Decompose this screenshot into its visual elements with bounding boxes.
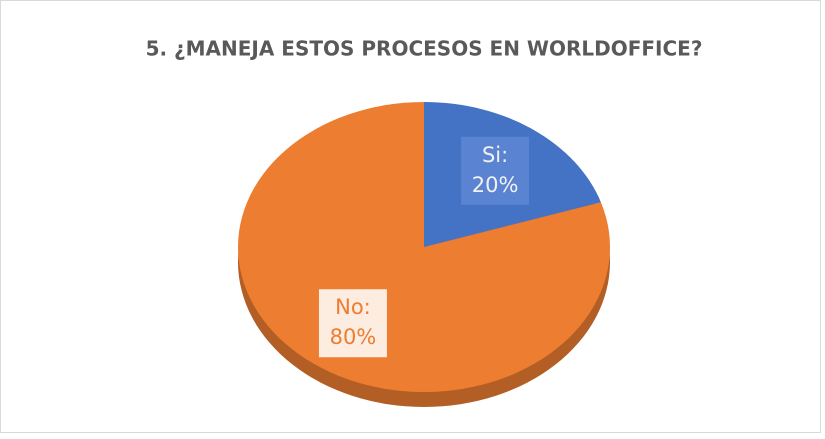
data-label-box bbox=[318, 289, 387, 358]
data-label-value: 80% bbox=[330, 325, 377, 349]
data-label-value: 20% bbox=[472, 173, 519, 197]
data-label-category: No: bbox=[335, 295, 371, 319]
data-label-category: Si: bbox=[482, 143, 508, 167]
chart-title: 5. ¿MANEJA ESTOS PROCESOS EN WORLDOFFICE… bbox=[146, 37, 703, 61]
data-label-box bbox=[461, 136, 530, 205]
data-label: No: 80% bbox=[318, 289, 387, 358]
data-label: Si: 20% bbox=[461, 136, 530, 205]
